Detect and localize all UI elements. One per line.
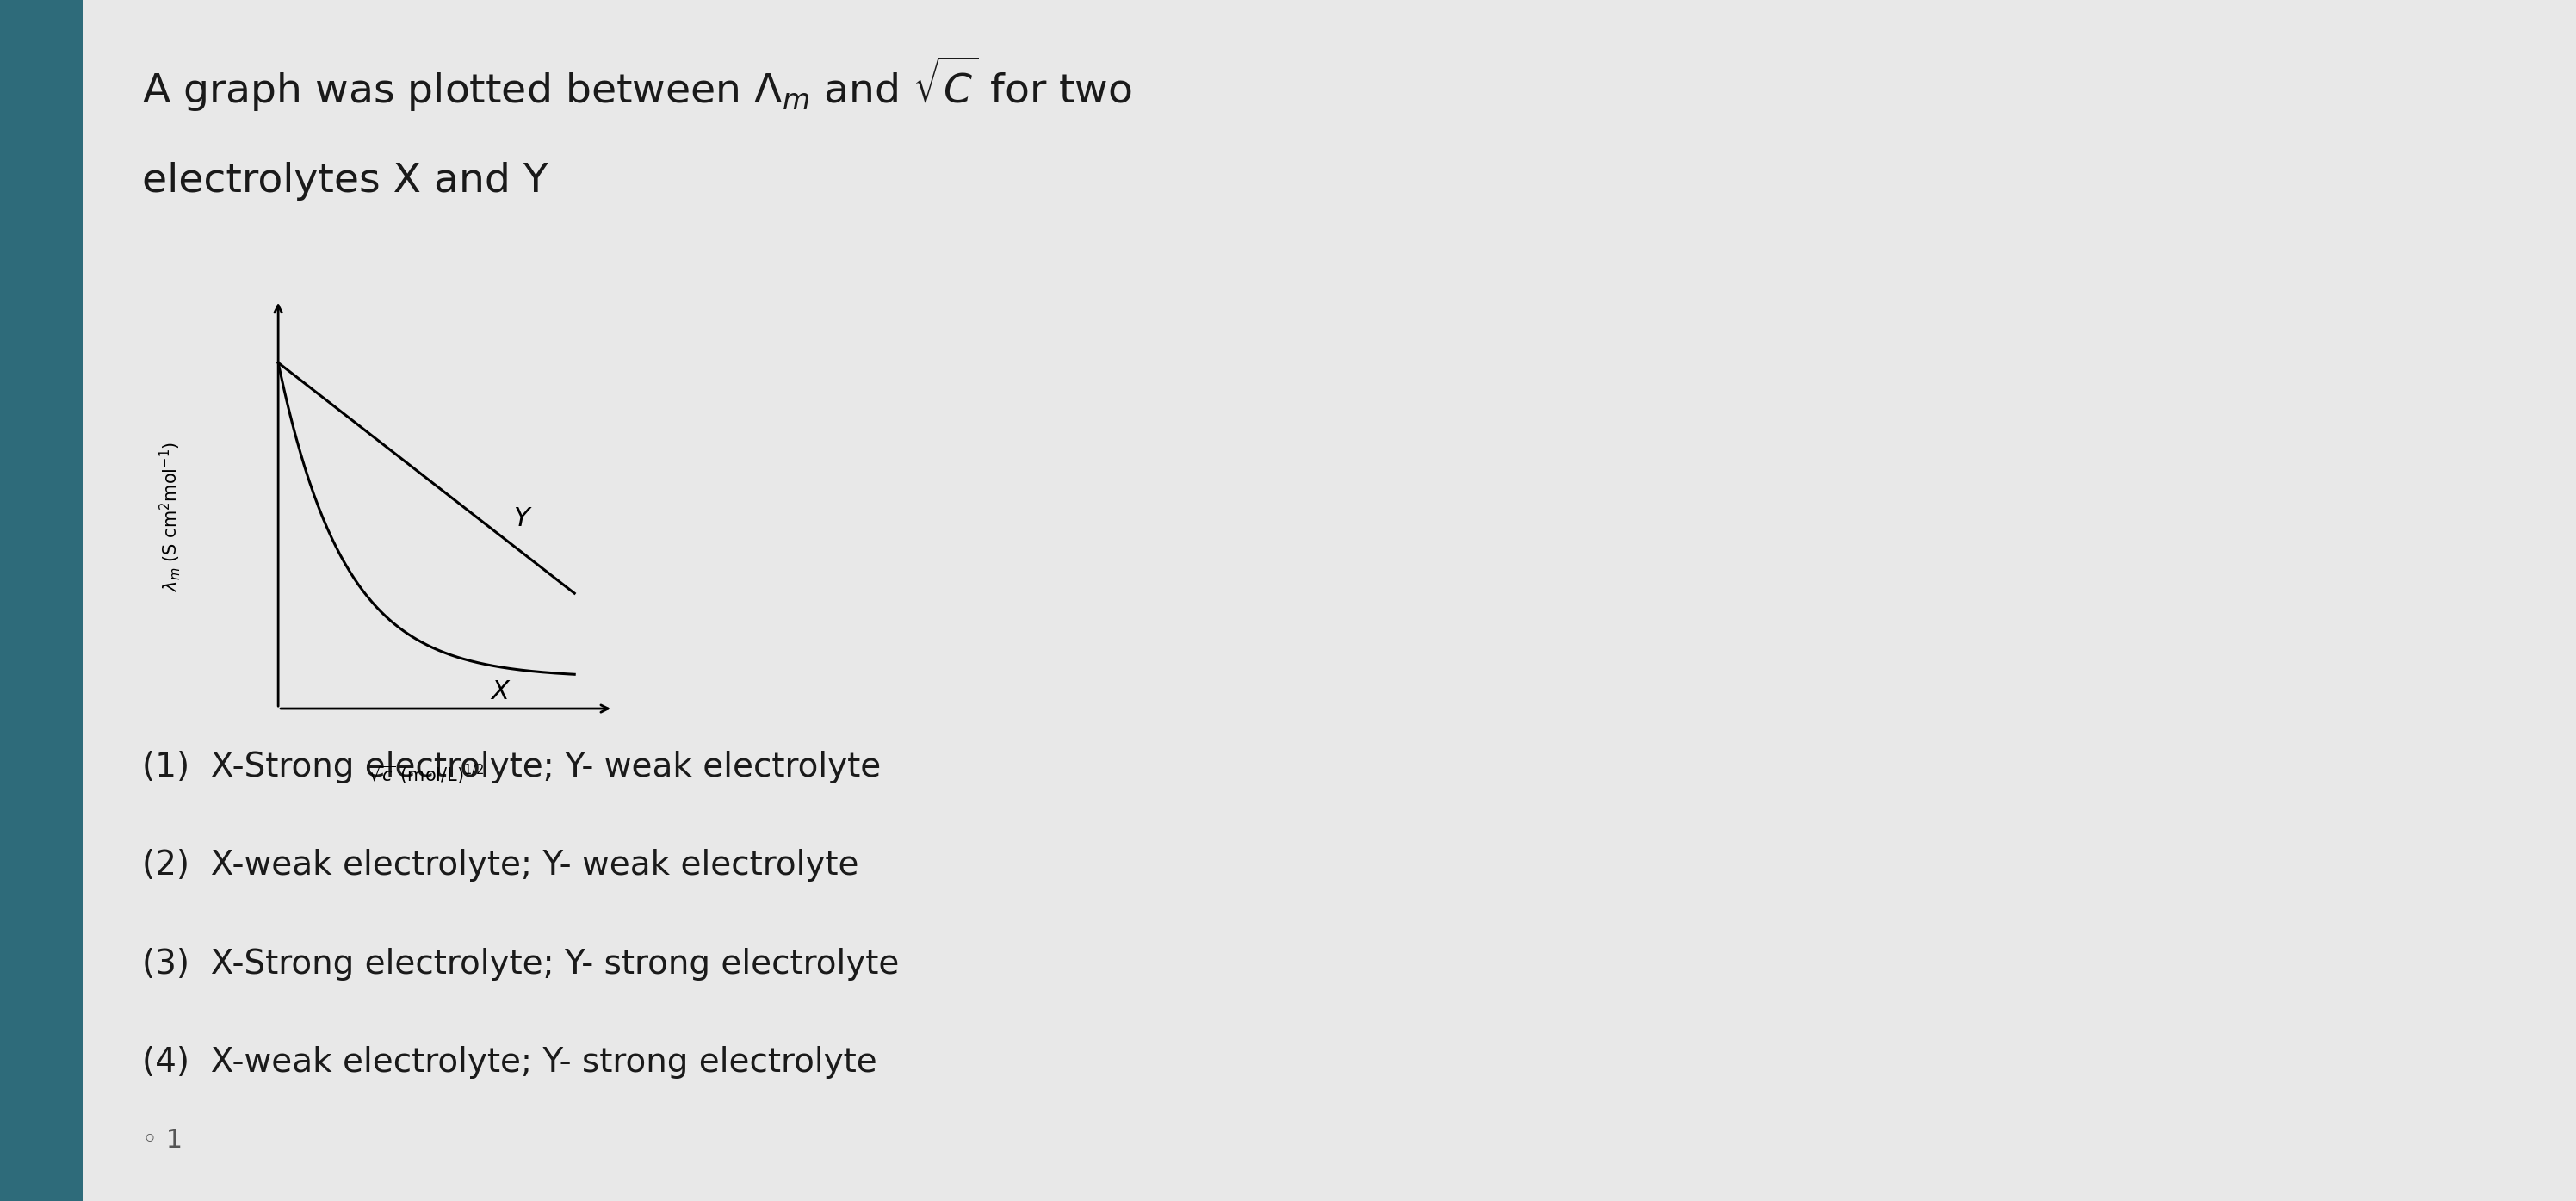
Text: (3)  X-Strong electrolyte; Y- strong electrolyte: (3) X-Strong electrolyte; Y- strong elec… xyxy=(142,948,899,980)
Text: electrolytes X and Y: electrolytes X and Y xyxy=(142,162,549,201)
Text: (4)  X-weak electrolyte; Y- strong electrolyte: (4) X-weak electrolyte; Y- strong electr… xyxy=(142,1046,876,1078)
Text: (1)  X-Strong electrolyte; Y- weak electrolyte: (1) X-Strong electrolyte; Y- weak electr… xyxy=(142,751,881,783)
Text: X: X xyxy=(492,679,510,704)
FancyBboxPatch shape xyxy=(82,0,2576,1201)
Text: $\sqrt{c}$ (mol/L)$^{1/2}$: $\sqrt{c}$ (mol/L)$^{1/2}$ xyxy=(368,763,484,787)
Text: $\lambda_{m}$ (S cm$^{2}$mol$^{-1}$): $\lambda_{m}$ (S cm$^{2}$mol$^{-1}$) xyxy=(157,442,183,591)
FancyBboxPatch shape xyxy=(0,0,82,1201)
Text: Y: Y xyxy=(513,506,528,531)
Text: A graph was plotted between $\Lambda_{m}$ and $\sqrt{C}$ for two: A graph was plotted between $\Lambda_{m}… xyxy=(142,54,1131,113)
Text: ◦ 1: ◦ 1 xyxy=(142,1128,183,1153)
Text: (2)  X-weak electrolyte; Y- weak electrolyte: (2) X-weak electrolyte; Y- weak electrol… xyxy=(142,849,858,882)
